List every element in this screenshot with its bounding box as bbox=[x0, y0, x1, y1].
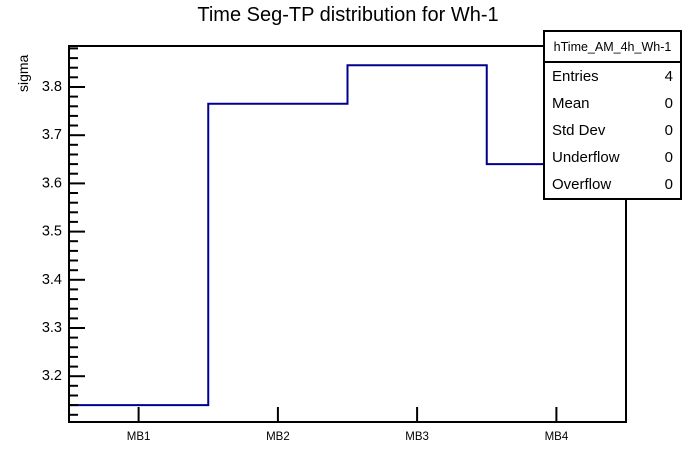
x-bin-label: MB1 bbox=[127, 431, 151, 443]
stats-row-entries: Entries 4 bbox=[545, 63, 680, 90]
stats-label: Overflow bbox=[552, 176, 612, 193]
y-tick-label: 3.8 bbox=[42, 79, 62, 95]
stats-value: 0 bbox=[664, 95, 673, 112]
stats-row-underflow: Underflow 0 bbox=[545, 144, 680, 171]
plot-frame bbox=[68, 45, 627, 423]
stats-label: Entries bbox=[552, 68, 599, 85]
y-tick-label: 3.5 bbox=[42, 224, 62, 240]
y-tick-label: 3.3 bbox=[42, 320, 62, 336]
stats-label: Std Dev bbox=[552, 122, 606, 139]
stats-value: 0 bbox=[664, 122, 673, 139]
y-axis-title: sigma bbox=[15, 54, 31, 92]
stats-row-overflow: Overflow 0 bbox=[545, 171, 680, 198]
x-bin-label: MB3 bbox=[405, 431, 429, 443]
stats-row-mean: Mean 0 bbox=[545, 90, 680, 117]
stats-label: Underflow bbox=[552, 149, 620, 166]
chart-title: Time Seg-TP distribution for Wh-1 bbox=[197, 4, 499, 26]
y-tick-label: 3.7 bbox=[42, 127, 62, 143]
y-tick-label: 3.4 bbox=[42, 272, 62, 288]
stats-value: 0 bbox=[664, 176, 673, 193]
stats-rows: Entries 4 Mean 0 Std Dev 0 Underflow 0 Overflow 0 bbox=[545, 63, 680, 198]
y-tick-label: 3.6 bbox=[42, 175, 62, 191]
y-tick-label: 3.2 bbox=[42, 368, 62, 384]
x-bin-label: MB2 bbox=[266, 431, 290, 443]
stats-box-title: hTime_AM_4h_Wh-1 bbox=[545, 32, 680, 63]
stats-box: hTime_AM_4h_Wh-1 Entries 4 Mean 0 Std Dev 0 Un… bbox=[543, 30, 682, 200]
stats-value: 4 bbox=[664, 68, 673, 85]
stats-row-std-dev: Std Dev 0 bbox=[545, 117, 680, 144]
stats-value: 0 bbox=[664, 149, 673, 166]
x-bin-label: MB4 bbox=[545, 431, 569, 443]
stats-label: Mean bbox=[552, 95, 590, 112]
